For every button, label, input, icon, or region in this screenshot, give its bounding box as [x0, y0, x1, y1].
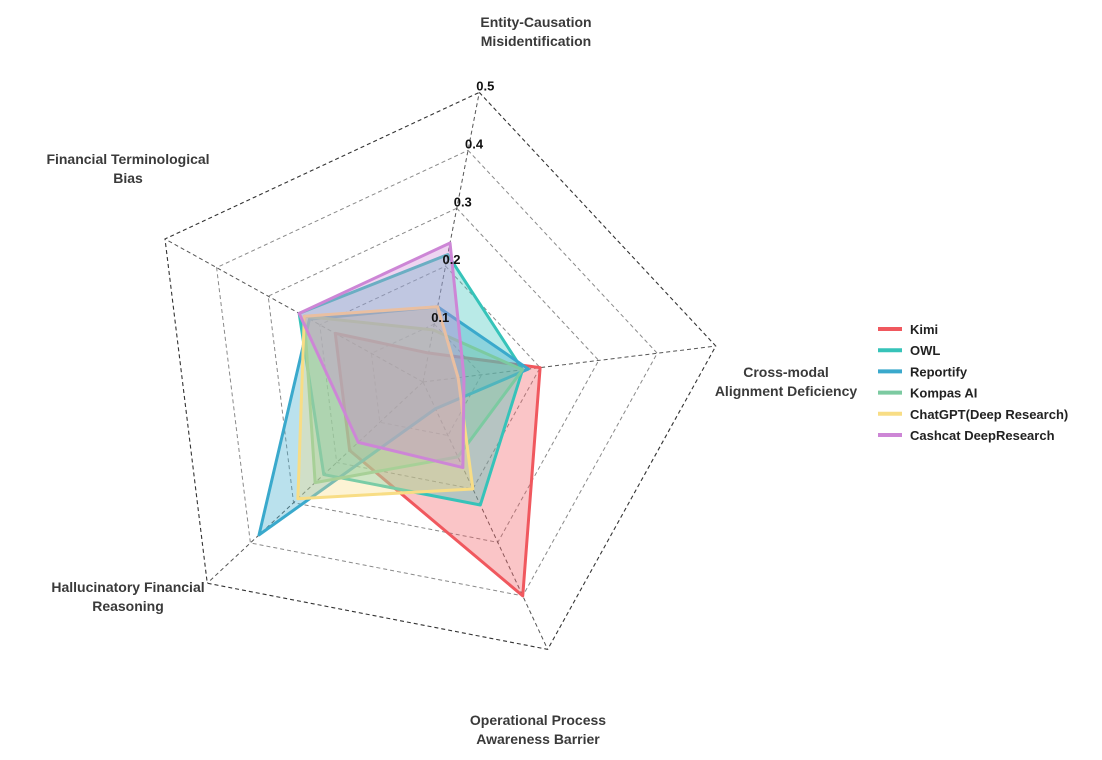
legend-item-reportify: Reportify: [878, 364, 968, 379]
r-tick-label: 0.5: [476, 78, 494, 93]
series-chatgpt-deep-research: [296, 305, 475, 501]
legend-label: Cashcat DeepResearch: [910, 428, 1055, 443]
axis-label-entity-causation-misidentification: Entity-Causation Misidentification: [480, 14, 591, 49]
axis-spoke-2: [422, 345, 716, 383]
series-cashcat-deepresearch: [297, 241, 466, 470]
grid-ring-5: [164, 91, 717, 650]
series-reportify: [257, 305, 530, 537]
legend-label: Kimi: [910, 322, 938, 337]
axis-label-hallucinatory-financial-reasoning: Hallucinatory Financial Reasoning: [51, 579, 204, 614]
r-tick-label: 0.4: [465, 136, 484, 151]
grid-ring-3: [267, 207, 600, 543]
axis-spoke-5: [164, 238, 424, 383]
legend-label: Kompas AI: [910, 386, 977, 401]
legend: Kimi OWL Reportify Kompas AI ChatGPT(Deep Re…: [878, 322, 1068, 443]
axis-spoke-1: [422, 92, 480, 383]
r-tick-label: 0.3: [454, 194, 472, 209]
legend-item-cashcat-deepresearch: Cashcat DeepResearch: [878, 428, 1055, 443]
grid-ring-1: [370, 323, 483, 437]
legend-label: ChatGPT(Deep Research): [910, 407, 1068, 422]
legend-label: Reportify: [910, 364, 968, 379]
axis-label-operational-process-awareness-barrier: Operational Process Awareness Barrier: [470, 712, 606, 747]
radar-tick-labels: 0.1 0.2 0.3 0.4 0.5: [431, 78, 494, 325]
axis-label-cross-modal-alignment-deficiency: Cross-modal Alignment Deficiency: [715, 364, 858, 399]
legend-item-kompas-ai: Kompas AI: [878, 386, 977, 401]
radar-axis-labels: Entity-Causation Misidentification Cross-m…: [46, 14, 857, 747]
radar-series: [257, 241, 542, 598]
axis-spoke-3: [422, 381, 549, 650]
legend-item-chatgpt-deep-research: ChatGPT(Deep Research): [878, 407, 1068, 422]
grid-ring-4: [216, 149, 658, 597]
legend-item-kimi: Kimi: [878, 322, 938, 337]
axis-label-financial-terminological-bias: Financial Terminological Bias: [46, 151, 209, 186]
r-tick-label: 0.2: [442, 252, 460, 267]
legend-label: OWL: [910, 343, 940, 358]
radar-grid: [164, 91, 717, 650]
legend-item-owl: OWL: [878, 343, 940, 358]
r-tick-label: 0.1: [431, 310, 449, 325]
